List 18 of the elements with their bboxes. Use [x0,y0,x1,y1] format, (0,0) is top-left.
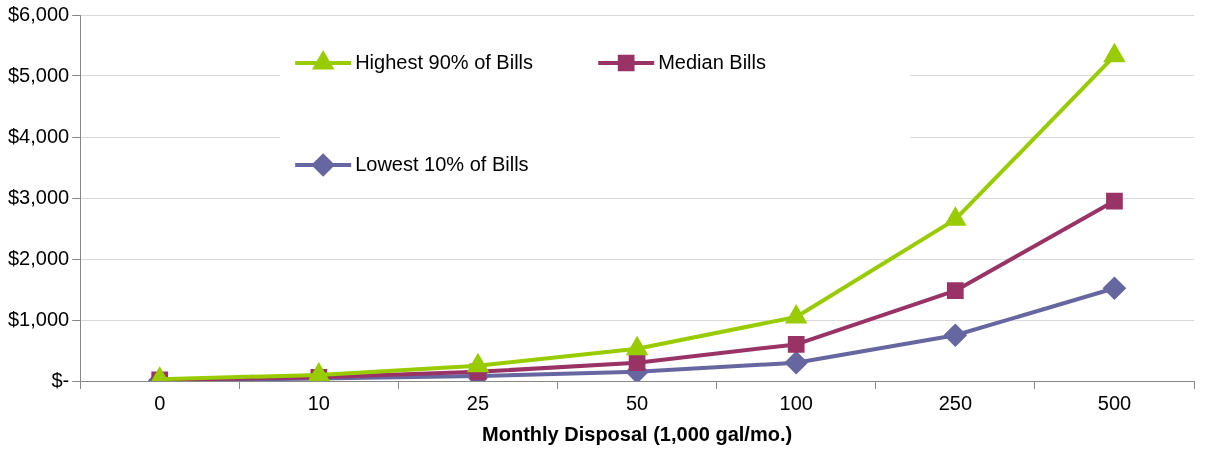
y-tick-label: $- [51,368,70,391]
x-tick-label: 500 [1097,391,1132,414]
x-tick-label: 0 [154,391,166,414]
x-tick-label: 250 [938,391,973,414]
x-axis-title: Monthly Disposal (1,000 gal/mo.) [482,422,793,445]
y-tick-label: $3,000 [8,185,70,208]
y-tick-label: $4,000 [8,124,70,147]
y-tick-label: $5,000 [8,63,70,86]
x-tick-label: 10 [307,391,330,414]
x-tick-label: 100 [779,391,813,414]
legend-label: Lowest 10% of Bills [355,152,529,175]
x-tick-label: 50 [625,391,649,414]
y-tick-label: $2,000 [8,246,70,269]
y-tick-label: $1,000 [8,307,70,330]
y-tick-label: $6,000 [8,2,70,25]
legend-label: Median Bills [658,50,766,73]
legend-label: Highest 90% of Bills [355,50,534,73]
x-tick-label: 25 [466,391,490,414]
